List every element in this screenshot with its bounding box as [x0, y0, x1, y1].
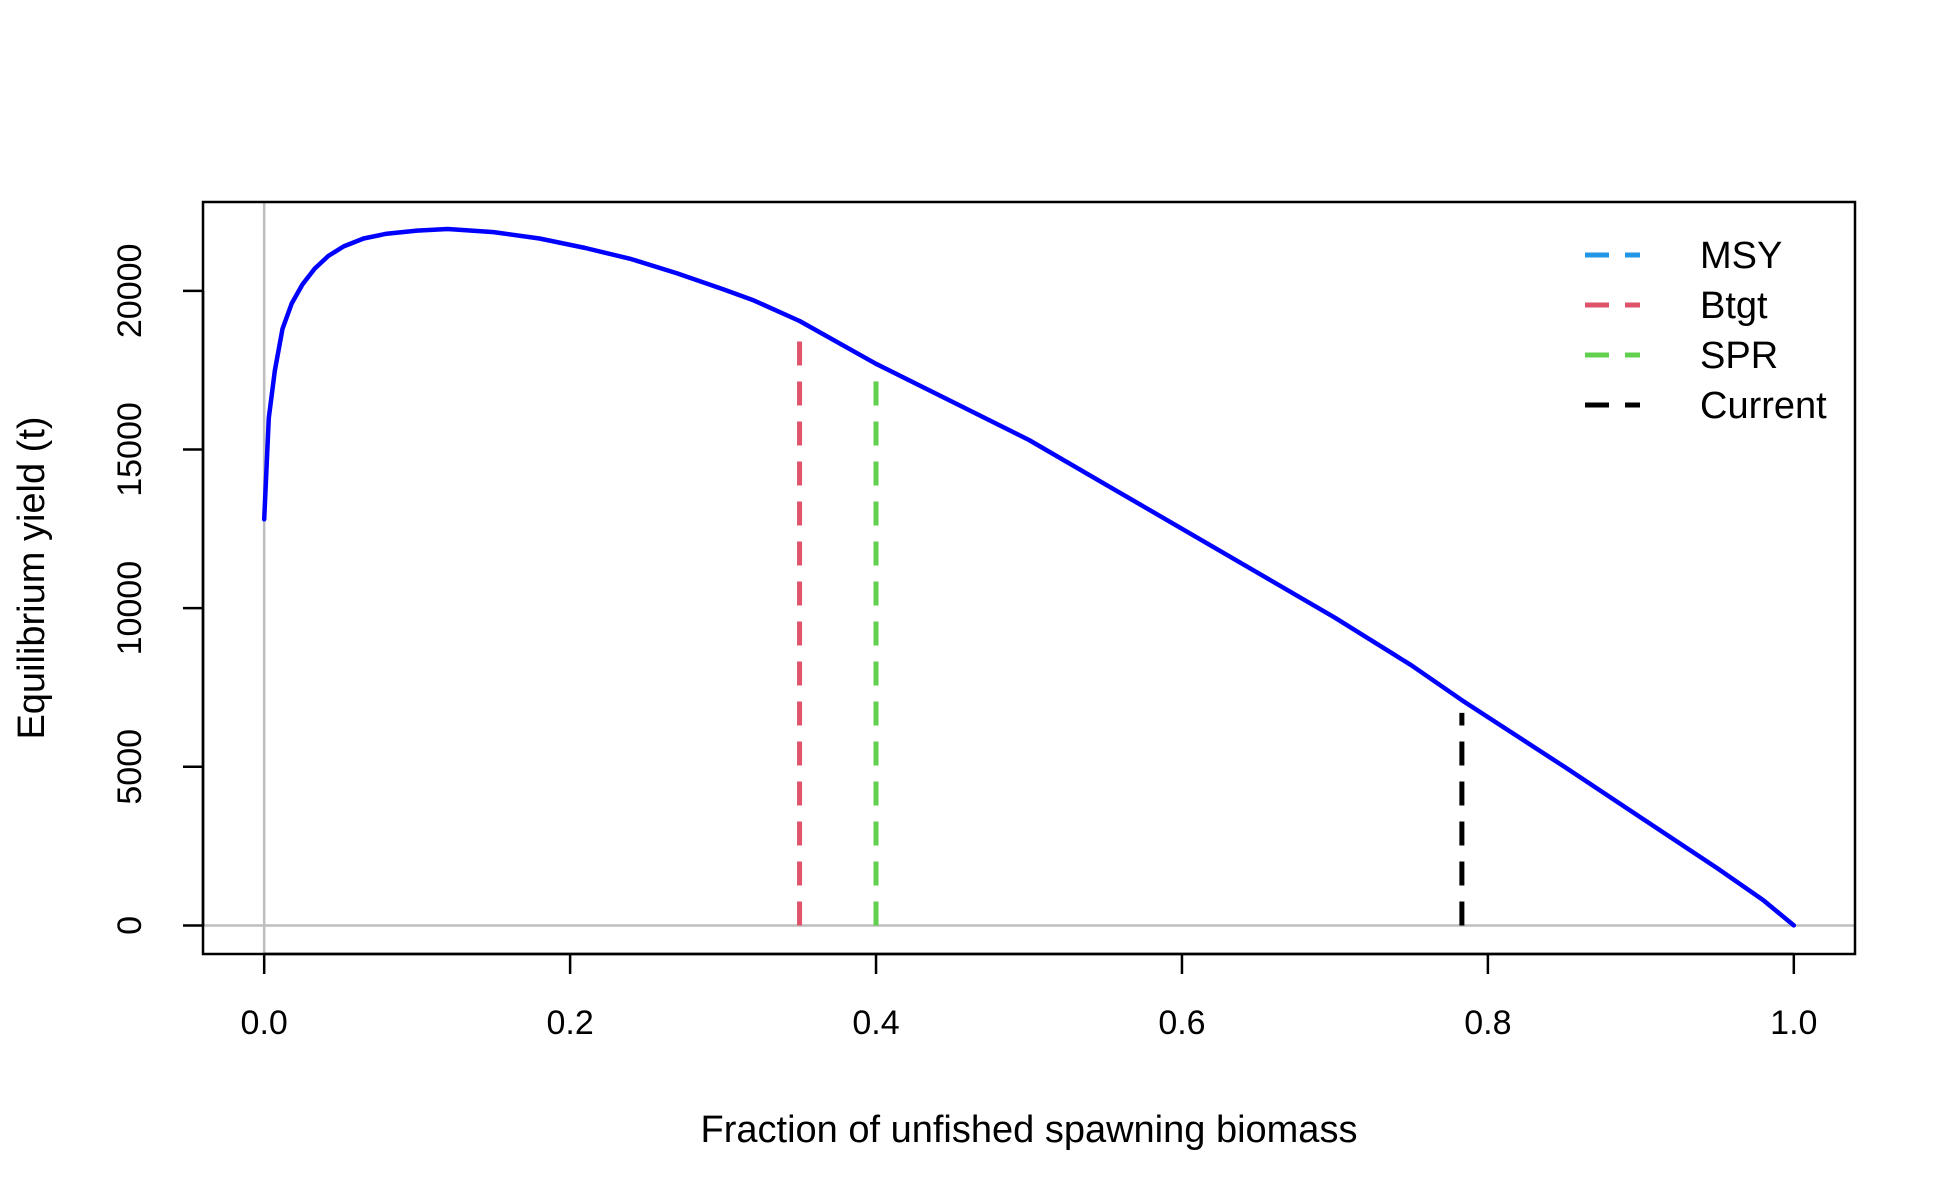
x-tick-label: 0.8 [1464, 1004, 1511, 1042]
reference-vlines [797, 338, 1465, 926]
legend-label: Current [1700, 385, 1827, 427]
y-tick-label: 0 [111, 916, 149, 935]
reference-lines [203, 202, 1855, 954]
legend-label: Btgt [1700, 285, 1768, 327]
series-line-0 [261, 226, 1797, 928]
legend-label: MSY [1700, 235, 1782, 277]
y-axis: 0 5000 10000 15000 20000 [111, 244, 205, 935]
x-axis-title: Fraction of unfished spawning biomass [701, 1109, 1358, 1151]
y-tick-label: 5000 [111, 729, 149, 805]
x-tick-label: 0.2 [546, 1004, 593, 1042]
series-group [261, 226, 1797, 928]
x-tick-label: 0.4 [852, 1004, 899, 1042]
plot-frame [201, 200, 1857, 956]
y-tick-label: 20000 [111, 244, 149, 339]
legend-label: SPR [1700, 335, 1778, 377]
x-tick-label: 1.0 [1770, 1004, 1817, 1042]
y-axis-title: Equilibrium yield (t) [11, 416, 53, 739]
legend: MSY Btgt SPR Current [1585, 235, 1827, 427]
x-tick-label: 0.0 [241, 1004, 288, 1042]
y-tick-label: 10000 [111, 561, 149, 656]
x-axis: 0.0 0.2 0.4 0.6 0.8 1.0 [241, 952, 1817, 1042]
y-tick-label: 15000 [111, 402, 149, 497]
x-tick-label: 0.6 [1158, 1004, 1205, 1042]
